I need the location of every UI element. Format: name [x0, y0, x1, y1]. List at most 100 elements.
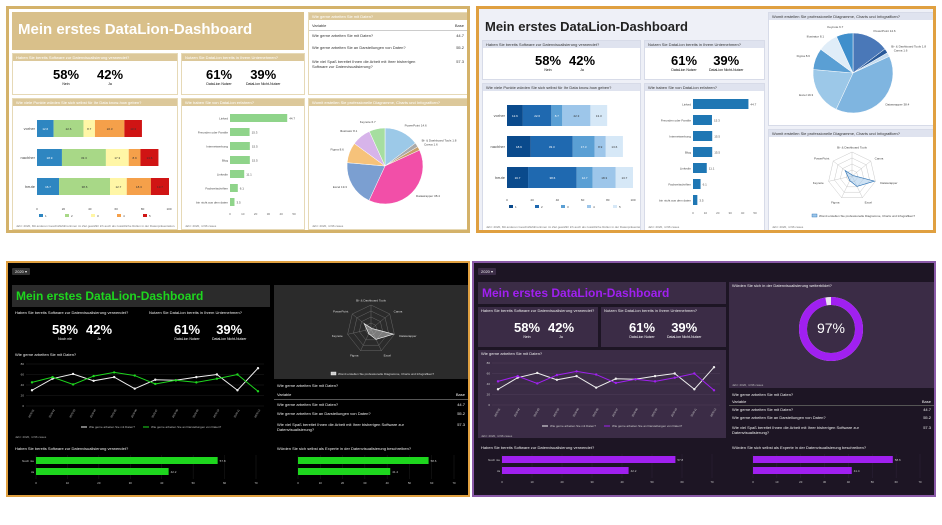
- segment-label: 16.7: [45, 185, 51, 189]
- kpi-a: 61% DataLion Nutzer: [671, 53, 698, 73]
- bar: [230, 198, 235, 206]
- bar: [36, 468, 169, 475]
- radar-axis-label: Datawrapper: [880, 181, 897, 185]
- line-chart: 0 20 40 60 80 2020-01 2020-02 2020-03 2020-04 202…: [21, 362, 264, 429]
- radar-axis-label: Canva: [875, 156, 884, 160]
- segment-label: 12.6: [512, 114, 518, 118]
- kpi-datalion-panel: Nutzen Sie DataLion bereits in Ihrem Unt…: [181, 53, 305, 95]
- stacked-segment: [576, 167, 593, 188]
- segment-label: 22.3: [107, 127, 113, 131]
- dashboard-title: Mein erstes DataLion-Dashboard: [485, 19, 688, 34]
- legend-label: Wie gerne arbeiten Sie mit Daten?: [89, 425, 135, 429]
- y-tick: 0: [488, 403, 490, 407]
- legend-swatch: [39, 214, 43, 217]
- segment-label: 18.9: [516, 145, 522, 149]
- x-tick: 20: [97, 481, 101, 485]
- bar-value: 11.1: [709, 167, 715, 171]
- x-tick: 30: [590, 480, 594, 484]
- year-filter-select[interactable]: 2020 ▾: [478, 268, 497, 275]
- series-point: [92, 374, 95, 378]
- x-tick: 20: [341, 481, 345, 485]
- hbar-expert-panel: Würden Sie sich selbst als Experte in de…: [274, 445, 468, 495]
- series-point: [673, 376, 676, 379]
- expert-bar-chart: 0 10 20 30 40 50 60 70 58.6 41.4: [297, 455, 456, 485]
- x-tick: 2020-10: [212, 408, 221, 419]
- series-point: [575, 374, 578, 378]
- bar-value: 15.5: [714, 151, 720, 155]
- kpi-datalion-panel: Nutzen Sie DataLion bereits in Ihrem Unt…: [644, 40, 765, 80]
- bar-value: 6.1: [240, 187, 245, 191]
- series-point: [256, 367, 260, 370]
- x-tick: 2020-09: [191, 408, 200, 419]
- panel-header: Haben Sie bereits Software zur Datenvisu…: [481, 445, 595, 450]
- panel-header: Wie gerne arbeiten Sie mit Daten?: [309, 13, 467, 20]
- y-tick: 40: [21, 383, 25, 387]
- series-point: [92, 379, 95, 382]
- panel-header: Würden Sie sich selbst als Experte in de…: [277, 446, 412, 451]
- series-point: [594, 386, 598, 389]
- x-tick: 10: [530, 480, 534, 484]
- panel-footer: Jahr: 2020, n=96 cases: [185, 224, 217, 228]
- x-tick: 10: [66, 481, 70, 485]
- category-label: bin nicht aus dem daten: [196, 201, 228, 205]
- software-bar-chart: 0 10 20 30 40 50 60 70 Noch nie 57.8 Ja 42.2: [488, 454, 714, 484]
- radar-series: [844, 169, 876, 187]
- kpi-b: 42% Ja: [86, 322, 113, 342]
- kpi-a: 58% Nein: [514, 320, 541, 340]
- data-table: Variable Base Wie gerne arbeiten Sie mit …: [274, 392, 468, 444]
- x-tick: 2020-12: [709, 407, 718, 418]
- segment-label: 8.9: [133, 156, 138, 160]
- x-tick: 2020-03: [532, 407, 541, 418]
- series-point: [634, 378, 637, 381]
- table-panel: Wie gerne arbeiten Sie mit Daten? Variab…: [274, 382, 468, 444]
- year-filter-select[interactable]: 2020 ▾: [12, 268, 31, 275]
- row-label: vorher: [24, 126, 36, 131]
- radar-grid: [347, 304, 395, 351]
- x-tick: 20: [799, 480, 803, 484]
- series-line: [31, 371, 259, 392]
- table-row: Wie viel Spaß bereitet Ihnen die Arbeit …: [312, 59, 464, 69]
- dashboard-screenshot-light-gold: Mein erstes DataLion-Dashboard Haben Sie…: [6, 6, 470, 233]
- series-point: [236, 373, 239, 376]
- axis-tick: 100: [166, 207, 171, 211]
- bar-label: Ja: [497, 469, 501, 473]
- stacked-segment: [83, 120, 95, 137]
- x-tick: 30: [129, 481, 133, 485]
- panel-header: Haben Sie bereits Software zur Datenvisu…: [483, 41, 640, 48]
- slice-label: Excel 19.3: [333, 185, 347, 189]
- series-point: [112, 371, 116, 374]
- bar: [693, 179, 701, 189]
- series-point: [653, 380, 657, 383]
- series-point: [712, 389, 716, 392]
- x-tick: 2020-09: [650, 407, 659, 418]
- radar-chart: Bi- & Dashboard Tools Canva Datawrapper Exc…: [330, 299, 434, 376]
- pie-slice: [812, 69, 854, 110]
- kpi-datalion-panel: Nutzen Sie DataLion bereits in Ihrem Unt…: [146, 309, 270, 347]
- panel-header: Wie viele Punkte würden Sie sich selbst …: [483, 84, 640, 91]
- panel-header: Würden Sie sich selbst als Experte in de…: [732, 445, 867, 450]
- category-label: Fachzeitschriften: [205, 187, 228, 191]
- x-tick: 2020-01: [493, 407, 502, 418]
- table-row: Wie viel Spaß bereitet Ihnen die Arbeit …: [732, 425, 931, 435]
- bar: [230, 142, 250, 150]
- segment-label: 12.7: [115, 185, 121, 189]
- panel-header: Womit erstellen Sie professionelle Diagr…: [309, 99, 467, 106]
- series-point: [71, 372, 75, 376]
- slice-label: Bi- & Dashboard Tools 1.8: [422, 139, 457, 143]
- series-point: [236, 389, 239, 392]
- title-panel: Mein erstes DataLion-Dashboard: [478, 282, 726, 304]
- stacked-segment: [61, 149, 106, 166]
- segment-label: 8.7: [87, 127, 92, 131]
- bar: [502, 467, 629, 474]
- segment-label: 8.9: [598, 145, 603, 149]
- x-tick: 40: [160, 481, 164, 485]
- slice-label: PowerPoint 14.6: [874, 29, 896, 33]
- kpi-a: 58% Noch nie: [52, 322, 79, 342]
- row-label: nachher: [491, 144, 506, 149]
- x-tick: 30: [363, 481, 367, 485]
- stacked-segment: [551, 105, 563, 126]
- bar: [693, 147, 713, 157]
- table-panel: Wie gerne arbeiten Sie mit Daten? Variab…: [308, 12, 467, 95]
- series-point: [575, 370, 578, 373]
